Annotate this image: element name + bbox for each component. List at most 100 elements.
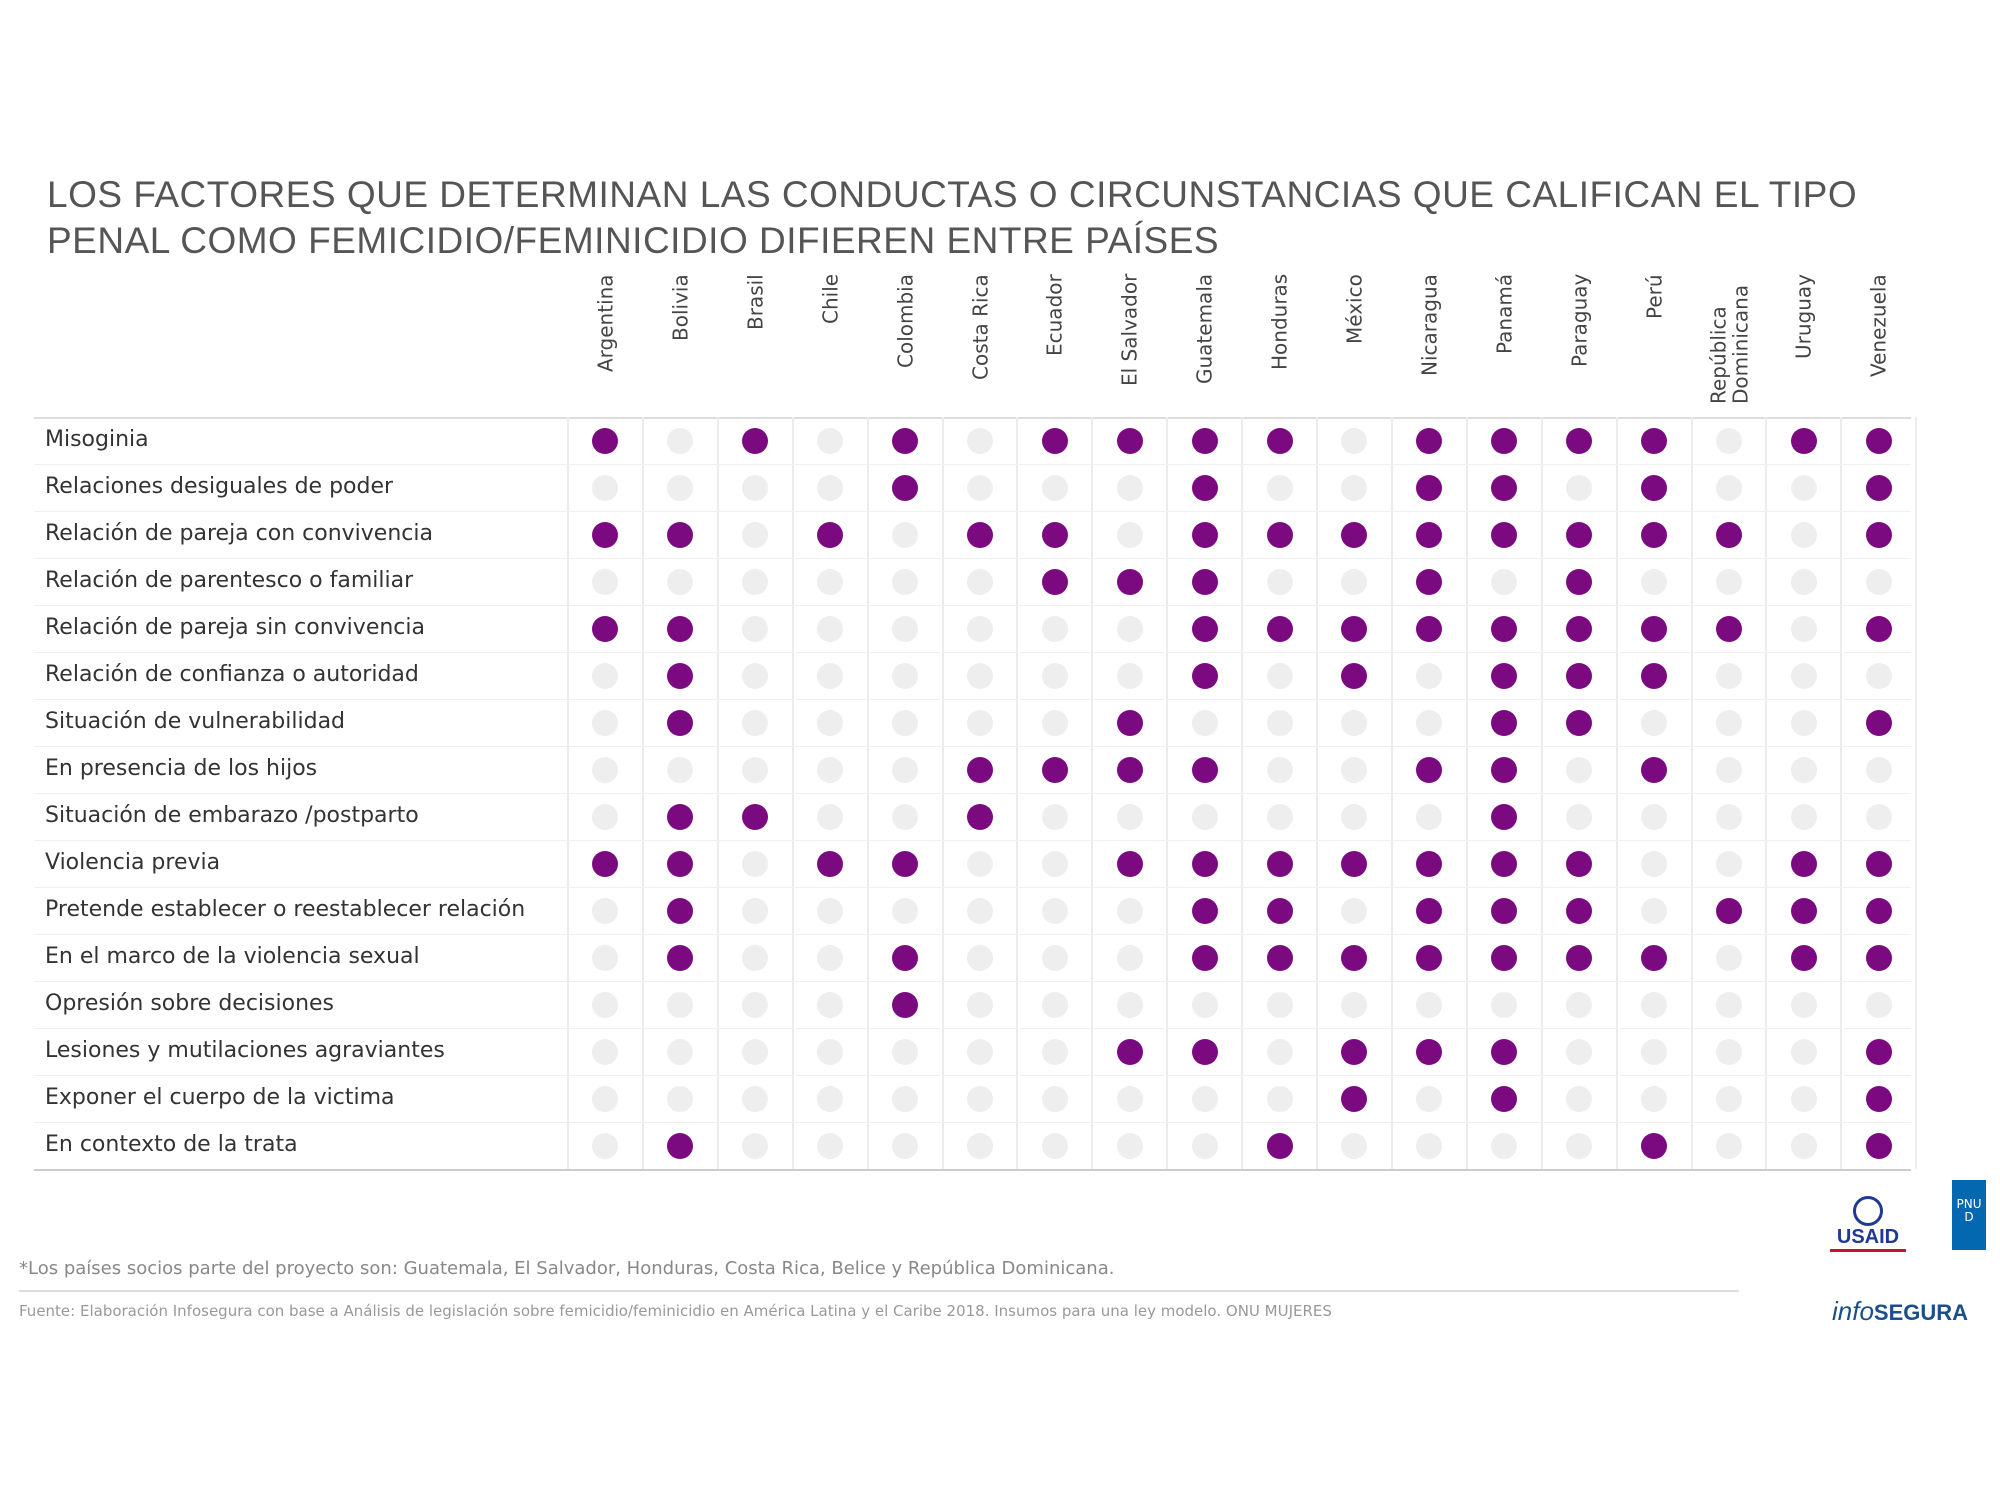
dot-filled <box>1865 1132 1892 1159</box>
dot-empty <box>1041 850 1068 877</box>
dot-empty <box>592 803 619 830</box>
dot-empty <box>1041 1038 1068 1065</box>
dot-empty <box>1266 1085 1293 1112</box>
dot-filled <box>892 850 919 877</box>
dot-empty <box>892 1038 919 1065</box>
dot-filled <box>667 803 694 830</box>
bottom-rule <box>34 1169 1911 1171</box>
dot-empty <box>1715 427 1742 454</box>
dot-empty <box>1116 615 1143 642</box>
dot-empty <box>817 568 844 595</box>
dot-filled <box>1566 427 1593 454</box>
dot-filled <box>1865 1085 1892 1112</box>
column-label: Guatemala <box>1192 274 1217 385</box>
dot-filled <box>1191 897 1218 924</box>
dot-empty <box>1041 615 1068 642</box>
dot-filled <box>1641 1132 1668 1159</box>
dot-empty <box>817 897 844 924</box>
dot-filled <box>1790 850 1817 877</box>
row-separator <box>34 887 1911 888</box>
dot-empty <box>1566 803 1593 830</box>
dot-filled <box>1715 521 1742 548</box>
dot-filled <box>1491 709 1518 736</box>
column-label: Costa Rica <box>967 274 992 380</box>
dot-filled <box>1341 944 1368 971</box>
dot-empty <box>1865 568 1892 595</box>
dot-empty <box>667 1038 694 1065</box>
dot-empty <box>1341 474 1368 501</box>
dot-empty <box>1341 756 1368 783</box>
dot-empty <box>1865 803 1892 830</box>
dot-empty <box>1341 803 1368 830</box>
dot-empty <box>966 991 993 1018</box>
dot-empty <box>1116 944 1143 971</box>
row-label: Relación de pareja con convivencia <box>45 520 433 546</box>
dot-filled <box>1266 1132 1293 1159</box>
dot-empty <box>966 1132 993 1159</box>
usaid-seal <box>1853 1196 1883 1226</box>
row-label: En contexto de la trata <box>45 1131 298 1157</box>
dot-empty <box>966 427 993 454</box>
dot-empty <box>1790 662 1817 689</box>
dot-empty <box>742 897 769 924</box>
dot-filled <box>1566 521 1593 548</box>
dot-filled <box>592 427 619 454</box>
column-label: Brasil <box>743 274 768 330</box>
row-label: En el marco de la violencia sexual <box>45 943 420 969</box>
dot-empty <box>1715 1085 1742 1112</box>
dot-empty <box>966 662 993 689</box>
dot-empty <box>742 615 769 642</box>
chart-title: LOS FACTORES QUE DETERMINAN LAS CONDUCTA… <box>47 174 1858 261</box>
dot-filled <box>742 427 769 454</box>
dot-empty <box>892 568 919 595</box>
dot-empty <box>1790 521 1817 548</box>
dot-empty <box>592 474 619 501</box>
dot-empty <box>892 756 919 783</box>
dot-filled <box>667 662 694 689</box>
dot-empty <box>1865 756 1892 783</box>
dot-filled <box>817 850 844 877</box>
dot-empty <box>1041 709 1068 736</box>
dot-empty <box>1566 1132 1593 1159</box>
dot-empty <box>1790 756 1817 783</box>
dot-filled <box>1566 615 1593 642</box>
dot-empty <box>817 944 844 971</box>
dot-empty <box>1416 662 1443 689</box>
dot-filled <box>592 850 619 877</box>
dot-empty <box>892 521 919 548</box>
row-separator <box>34 981 1911 982</box>
dot-filled <box>1041 521 1068 548</box>
dot-filled <box>1491 944 1518 971</box>
pnud-logo: PNUD <box>1952 1180 1986 1250</box>
dot-filled <box>1641 427 1668 454</box>
dot-empty <box>592 1038 619 1065</box>
dot-filled <box>667 1132 694 1159</box>
dot-filled <box>1041 427 1068 454</box>
dot-empty <box>1566 1085 1593 1112</box>
dot-empty <box>592 991 619 1018</box>
dot-empty <box>966 474 993 501</box>
dot-filled <box>1191 1038 1218 1065</box>
dot-empty <box>817 1085 844 1112</box>
dot-filled <box>1416 850 1443 877</box>
dot-empty <box>1790 709 1817 736</box>
dot-filled <box>667 521 694 548</box>
dot-empty <box>966 1085 993 1112</box>
dot-empty <box>1341 991 1368 1018</box>
dot-filled <box>1865 709 1892 736</box>
dot-filled <box>1191 427 1218 454</box>
row-separator <box>34 558 1911 559</box>
dot-filled <box>892 991 919 1018</box>
dot-empty <box>1641 568 1668 595</box>
dot-empty <box>1790 991 1817 1018</box>
dot-filled <box>667 615 694 642</box>
dot-empty <box>1641 709 1668 736</box>
dot-filled <box>1491 803 1518 830</box>
dot-filled <box>592 615 619 642</box>
row-separator <box>34 793 1911 794</box>
dot-filled <box>667 709 694 736</box>
dot-empty <box>1790 1132 1817 1159</box>
dot-empty <box>1341 897 1368 924</box>
dot-empty <box>1416 1132 1443 1159</box>
